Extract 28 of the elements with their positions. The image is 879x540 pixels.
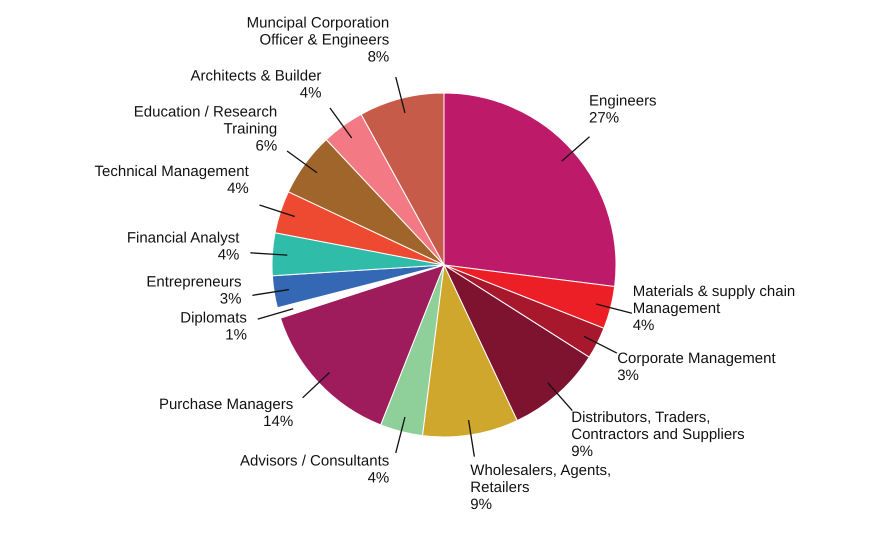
data-label: 4%: [632, 317, 654, 334]
slice-label: Education / Research Training: [134, 103, 278, 138]
data-label: 1%: [225, 326, 247, 344]
slice-label: Entrepreneurs: [146, 273, 242, 290]
data-label: 27%: [589, 110, 620, 127]
data-label: 14%: [263, 412, 294, 430]
data-label: 9%: [470, 496, 492, 514]
slice-label: Engineers: [589, 92, 657, 110]
slice-label: Materials & supply chain Management: [632, 283, 796, 318]
slice-label: Corporate Management: [617, 350, 776, 367]
slice-label: Technical Management: [94, 163, 250, 180]
slice-label: Muncipal Corporation Officer & Engineers: [246, 14, 390, 48]
data-label: 4%: [227, 180, 249, 198]
data-label: 9%: [571, 443, 593, 460]
slice-label: Financial Analyst: [126, 229, 240, 246]
data-label: 3%: [220, 290, 242, 308]
slice-label: Advisors / Consultants: [240, 452, 390, 470]
slice-label: Distributors, Traders, Contractors and Suppliers: [571, 409, 745, 444]
data-label: 8%: [368, 48, 390, 66]
data-label: 4%: [300, 84, 322, 102]
data-label: 3%: [617, 366, 639, 384]
data-label: 6%: [256, 137, 278, 154]
data-label: 4%: [218, 246, 240, 264]
slice-label: Wholesalers, Agents, Retailers: [470, 462, 612, 496]
data-label: 4%: [368, 470, 390, 487]
slice-label: Architects & Builder: [190, 67, 322, 84]
slice-label: Purchase Managers: [158, 396, 294, 413]
slice-label: Diplomats: [180, 309, 247, 326]
